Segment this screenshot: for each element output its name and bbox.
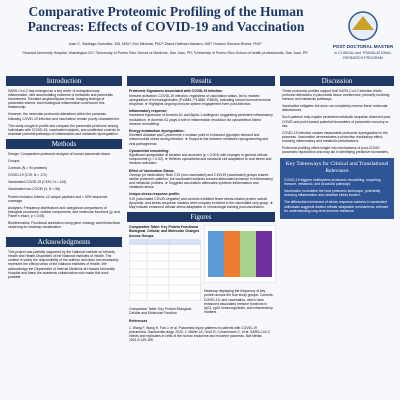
intro-paragraph: This study sought to profile and compare… [8,123,120,136]
logo-text: POST DOCTORAL MASTER [333,44,394,49]
methods-paragraph: Vaccinated COVID-19 (C19V, N = 126) [8,180,67,185]
table-header [129,238,201,245]
introduction: SARS-CoV-2 has emerged as a key driver o… [6,89,122,136]
takeaway-paragraph: The differential enrichment of stress re… [284,200,389,213]
heatmap-cell [240,231,256,278]
figure-row: Comparative Table: Key Protein Functiona… [128,225,277,315]
result-text: V19 (vaccinated COVID-negative) and cont… [129,197,274,210]
result-text: Increased expression of Annexin A1 and A… [129,113,273,126]
takeaway-paragraph: Vaccination modulates the host proteomic… [284,189,381,198]
table-frame [128,238,202,301]
methods-paragraph: Controls (N = 94 proteins) [8,166,47,171]
result-title: Energy metabolism dysregulation: [129,128,185,133]
intro-paragraph: SARS-CoV-2 has emerged as a key driver o… [8,89,113,110]
discussion-paragraph: Vaccination mitigates but does not compl… [282,104,388,113]
result-text: Elevated Aldolase and Cytochrome c oxida… [129,133,269,146]
right-column: Discussion These proteomic profiles supp… [280,76,394,219]
methods: Design: Comparative proteomic analysis o… [6,152,122,229]
methods-paragraph: COVID-19 (C19, N = 172) [8,173,47,178]
figure-caption: Comparison Table: Key Protein Biological… [129,306,193,315]
authors: Juan C. Santiago-González, MD, MSc¹; Eri… [68,42,262,46]
result-title: Unique stress-response profile: [129,192,181,197]
figure-table [128,238,202,301]
references-heading: References [129,318,148,323]
section-heading: Key Takeaways for Clinical and Translati… [285,161,389,174]
section-heading: Discussion [280,76,394,86]
key-takeaways-body: COVID-19 triggers multisystem proteomic … [282,178,392,213]
logo-shape [352,16,374,30]
section-heading: Figures [127,212,275,223]
logo: POST DOCTORAL MASTER in CLINICAL and TRA… [333,11,394,60]
discussion-paragraph: Proteomic profiling offers insight into … [282,146,390,155]
discussion-paragraph: Such patterns may explain persistent met… [282,115,392,128]
methods-paragraph: Groups: [8,159,21,164]
discussion-paragraph: These proteomic profiles support that SA… [282,89,390,102]
result-text: Immune activation: COVID-19 infection, r… [129,93,271,106]
methods-paragraph: Protein inclusion criteria: ≥2 unique pe… [8,194,108,203]
title: Comparative Proteomic Profiling of the H… [27,4,305,34]
section-heading: Results [127,76,275,86]
result-title: Inflammatory response: [129,108,168,113]
discussion: These proteomic profiles support that SA… [280,89,394,154]
table-rules [129,238,201,301]
heatmap-cell [256,231,272,278]
references-text: 1. Wang F, Wang H, Fan J, et al. Pancrea… [129,325,270,343]
results: Proteomic Signatures Associated with COV… [127,89,275,209]
heatmap-cell [224,231,240,278]
section-heading: Acknowledgments [6,237,122,248]
key-takeaways: Key Takeaways for Clinical and Translati… [280,158,394,219]
logo-text: in CLINICAL and TRANSLATIONAL [334,51,391,55]
methods-paragraph: Bioinformatics: Functional annotation us… [8,220,120,230]
middle-column: Results Proteomic Signatures Associated … [127,76,277,345]
left-column: Introduction SARS-CoV-2 has emerged as a… [6,76,122,282]
logo-text: RESEARCH PROGRAM [343,56,383,60]
result-text: Overlap (of medication): Both C19 (non-v… [129,173,273,190]
figure: Comparative Table: Key Protein Functiona… [128,225,202,315]
figure-caption: Heatmap displaying the frequency of key … [204,289,274,314]
section-heading: Introduction [6,76,122,86]
affiliations: ¹Howard University Hospital, Washington … [22,51,308,55]
figure: Heatmap displaying the frequency of key … [203,225,277,315]
discussion-paragraph: COVID-19 infection causes measurable pro… [282,130,388,143]
section-heading: Methods [6,138,122,149]
figure-caption: Comparative Table: Key Protein Functiona… [129,225,200,238]
result-title: Effect of Vaccination Status [129,168,174,173]
result-title: Proteomic Signatures Associated with COV… [129,89,223,93]
methods-paragraph: Design: Comparative proteomic analysis o… [8,151,112,156]
result-title: Cytoskeletal remodeling: [129,148,170,153]
result-text: Significant upregulation of keratins and… [129,153,272,166]
intro-paragraph: However, the molecular proteomic alterat… [8,112,120,121]
methods-paragraph: Vaccinated non-COVID (V, N = 56) [8,187,61,192]
methods-paragraph: Analyses: Frequency distributions and ca… [8,205,120,218]
acknowledgments-text: This project was partially supported by … [8,250,119,279]
takeaway-paragraph: COVID-19 triggers multisystem proteomic … [284,178,381,187]
figure-heatmap [203,225,277,284]
heatmap-cell [208,231,224,278]
